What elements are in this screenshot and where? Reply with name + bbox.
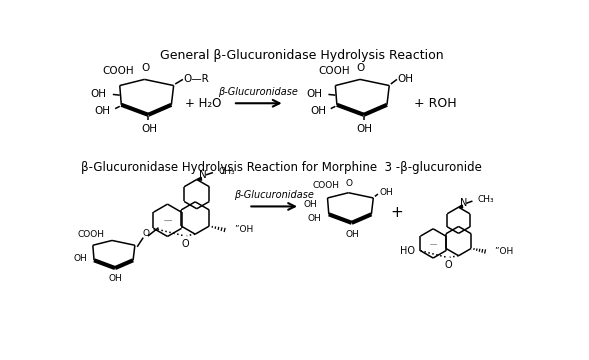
Text: OH: OH bbox=[306, 89, 322, 99]
Text: OH: OH bbox=[310, 106, 326, 116]
Text: + H₂O: + H₂O bbox=[186, 97, 222, 110]
Polygon shape bbox=[459, 205, 463, 208]
Text: OH: OH bbox=[94, 106, 111, 116]
Text: COOH: COOH bbox=[102, 66, 134, 76]
Text: β-Glucuronidase: β-Glucuronidase bbox=[234, 190, 314, 200]
Text: + ROH: + ROH bbox=[414, 97, 457, 110]
Text: O: O bbox=[142, 229, 149, 238]
Text: OH: OH bbox=[356, 124, 373, 134]
Text: COOH: COOH bbox=[312, 181, 339, 190]
Text: β-Glucuronidase Hydrolysis Reaction for Morphine  3 -β-glucuronide: β-Glucuronidase Hydrolysis Reaction for … bbox=[81, 161, 482, 174]
Text: O: O bbox=[444, 260, 452, 270]
Text: −: − bbox=[162, 215, 173, 228]
Text: β-Glucuronidase: β-Glucuronidase bbox=[219, 87, 298, 97]
Text: OH: OH bbox=[398, 75, 413, 84]
Text: OH: OH bbox=[141, 124, 157, 134]
Text: OH: OH bbox=[346, 230, 359, 239]
Text: CH₃: CH₃ bbox=[478, 195, 494, 204]
Text: OH: OH bbox=[379, 188, 393, 197]
Text: COOH: COOH bbox=[78, 230, 105, 239]
Text: ’’OH: ’’OH bbox=[234, 225, 254, 234]
Text: HO: HO bbox=[400, 246, 415, 256]
Text: O: O bbox=[141, 63, 149, 73]
Text: OH: OH bbox=[91, 89, 107, 99]
Text: −: − bbox=[428, 240, 438, 250]
Text: ’’OH: ’’OH bbox=[494, 247, 514, 256]
Text: N: N bbox=[199, 170, 207, 180]
Text: COOH: COOH bbox=[318, 66, 350, 76]
Text: O: O bbox=[181, 239, 189, 249]
Text: O—R: O—R bbox=[184, 75, 210, 84]
Text: OH: OH bbox=[73, 254, 87, 263]
Text: O: O bbox=[346, 179, 353, 188]
Polygon shape bbox=[197, 177, 201, 180]
Text: O: O bbox=[357, 63, 365, 73]
Text: OH: OH bbox=[109, 274, 123, 283]
Text: General β-Glucuronidase Hydrolysis Reaction: General β-Glucuronidase Hydrolysis React… bbox=[160, 49, 444, 62]
Text: N: N bbox=[460, 198, 468, 208]
Text: OH: OH bbox=[307, 215, 321, 224]
Text: CH₃: CH₃ bbox=[219, 167, 235, 176]
Text: +: + bbox=[391, 205, 403, 220]
Text: OH: OH bbox=[304, 200, 317, 209]
